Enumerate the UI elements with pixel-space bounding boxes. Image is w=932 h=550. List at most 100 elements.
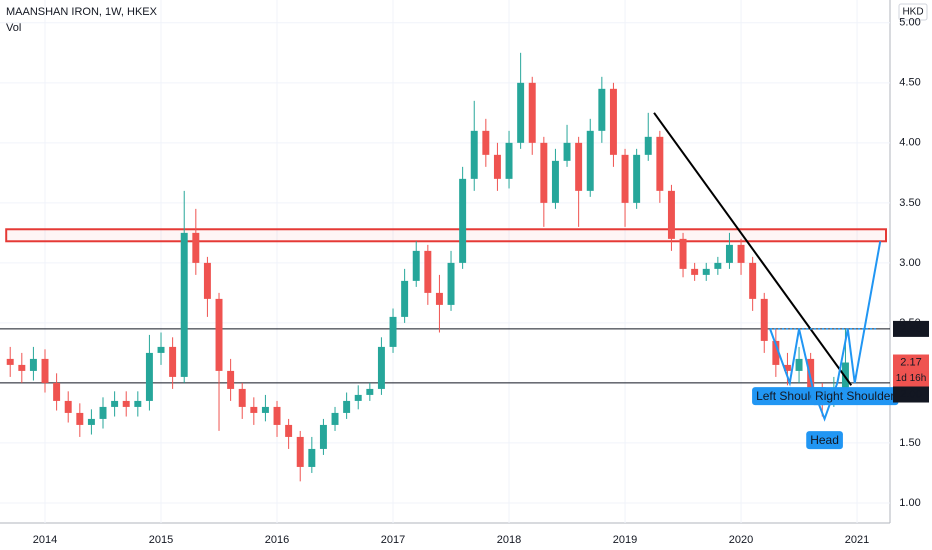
candle-body: [772, 340, 780, 365]
candle-body: [679, 238, 687, 269]
candle-body: [99, 406, 107, 419]
x-tick-label: 2017: [381, 534, 405, 546]
y-tick-label: 4.50: [899, 77, 920, 89]
y-tick-label: 1.00: [899, 497, 920, 509]
candle-body: [169, 346, 177, 377]
candle-body: [273, 406, 281, 425]
candle-body: [366, 388, 374, 395]
pattern-label-box: [806, 431, 843, 450]
candle-body: [470, 130, 478, 179]
x-tick-label: 2016: [265, 534, 289, 546]
trend-line: [653, 112, 853, 386]
price-tag-label: 2.17: [900, 356, 921, 368]
candle-body: [633, 154, 641, 203]
candle-body: [621, 154, 629, 203]
candle-body: [29, 358, 37, 371]
candle-body: [319, 424, 327, 449]
countdown: 1d 16h: [896, 373, 927, 384]
candle-body: [401, 280, 409, 317]
candle-body: [586, 130, 594, 191]
candle-body: [308, 448, 316, 467]
candle-body: [261, 406, 269, 413]
candle-body: [41, 358, 49, 383]
currency-box: [898, 3, 928, 21]
candle-body: [238, 388, 246, 407]
candle-body: [540, 142, 548, 203]
candle-body: [447, 262, 455, 305]
candle-body: [807, 358, 815, 389]
candle-body: [725, 244, 733, 263]
pattern-label: Right Shoulder: [815, 389, 894, 403]
candle-body: [493, 154, 501, 179]
candle-body: [714, 262, 722, 269]
y-tick-label: 1.50: [899, 437, 920, 449]
candle-body: [331, 412, 339, 425]
y-tick-label: 4.00: [899, 137, 920, 149]
candle-body: [517, 82, 525, 143]
candle-body: [598, 88, 606, 131]
candle-body: [656, 136, 664, 191]
candle-body: [64, 400, 72, 413]
candle-body: [377, 346, 385, 389]
candle-body: [644, 136, 652, 155]
pattern-label: Left Shoulde: [756, 389, 824, 403]
pattern-line: [769, 241, 882, 422]
candle-body: [145, 352, 153, 401]
candle-body: [435, 292, 443, 305]
countdown-tag: [893, 370, 929, 387]
candle-body: [691, 268, 699, 275]
candle-body: [609, 88, 617, 155]
x-tick-label: 2018: [497, 534, 521, 546]
price-tag-label: 2.00: [900, 388, 921, 400]
candle-body: [192, 232, 200, 263]
candle-body: [18, 364, 26, 371]
price-tag: [893, 354, 929, 371]
x-tick-label: 2019: [613, 534, 637, 546]
candle-body: [215, 298, 223, 371]
candle-body: [424, 250, 432, 293]
y-tick-label: 3.50: [899, 197, 920, 209]
candle-body: [76, 412, 84, 425]
candle-body: [412, 250, 420, 281]
candle-body: [795, 358, 803, 371]
price-tag: [893, 386, 929, 403]
candle-body: [122, 400, 130, 407]
candle-body: [6, 358, 14, 365]
resistance-zone: [5, 228, 887, 243]
candle-body: [459, 178, 467, 263]
volume-label: Vol: [6, 22, 21, 34]
candle-body: [482, 130, 490, 155]
candle-body: [528, 82, 536, 143]
currency: HKD: [902, 7, 923, 18]
candle-body: [563, 142, 571, 161]
y-tick-label: 5.00: [899, 17, 920, 29]
candle-body: [296, 436, 304, 467]
price-tag: [893, 320, 929, 337]
price-tag-label: 2.45: [900, 323, 921, 335]
candle-body: [157, 346, 165, 353]
candle-body: [53, 382, 61, 401]
candle-body: [111, 400, 119, 407]
candle-body: [737, 244, 745, 263]
candle-body: [575, 142, 583, 191]
candle-body: [749, 262, 757, 299]
candle-body: [285, 424, 293, 437]
candle-body: [667, 190, 675, 239]
x-tick-label: 2020: [729, 534, 753, 546]
candle-body: [354, 394, 362, 401]
x-tick-label: 2014: [33, 534, 57, 546]
pattern-label-box: [811, 387, 899, 406]
candle-body: [783, 364, 791, 371]
candle-body: [250, 406, 258, 413]
candle-body: [551, 160, 559, 203]
candle-body: [227, 370, 235, 389]
candle-body: [760, 298, 768, 341]
candle-body: [87, 418, 95, 425]
pattern-label-box: [752, 387, 828, 406]
x-tick-label: 2015: [149, 534, 173, 546]
candle-body: [343, 400, 351, 413]
x-tick-label: 2021: [845, 534, 869, 546]
